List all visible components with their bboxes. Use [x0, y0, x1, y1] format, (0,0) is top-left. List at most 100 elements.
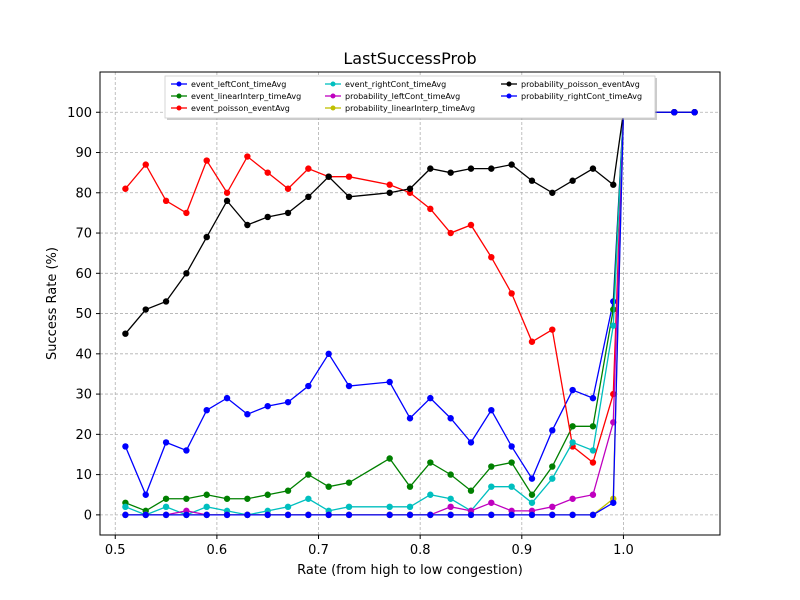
data-point: [386, 455, 393, 462]
data-point: [488, 463, 495, 470]
data-point: [569, 495, 576, 502]
data-point: [589, 447, 597, 454]
legend-marker: [176, 93, 182, 99]
series-layer: [122, 109, 698, 519]
data-point: [488, 165, 495, 172]
data-point: [244, 411, 251, 418]
data-point: [508, 459, 515, 466]
data-point: [223, 394, 231, 402]
data-point: [386, 181, 393, 188]
data-point: [589, 394, 597, 402]
data-point: [447, 503, 454, 511]
data-point: [244, 153, 251, 160]
y-tick-label: 90: [75, 146, 92, 161]
data-point: [162, 503, 170, 511]
legend-item: event_poisson_eventAvg: [171, 104, 290, 113]
x-tick-label: 0.8: [410, 543, 431, 558]
legend-item: probability_rightCont_timeAvg: [501, 92, 642, 101]
data-point: [305, 193, 312, 201]
data-point: [549, 427, 556, 434]
data-point: [447, 511, 454, 519]
data-point: [610, 499, 617, 506]
y-tick-label: 70: [75, 227, 92, 242]
data-point: [244, 221, 251, 229]
legend-item: event_leftCont_timeAvg: [171, 80, 286, 89]
legend: event_leftCont_timeAvg event_linearInterp…: [164, 75, 657, 120]
data-point: [467, 439, 475, 446]
data-point: [244, 495, 251, 502]
series-probability_rightCont_timeAvg: [122, 109, 698, 519]
data-point: [406, 185, 414, 192]
data-point: [447, 415, 454, 422]
plot-frame: [99, 71, 721, 536]
data-point: [508, 161, 515, 168]
data-point: [183, 270, 190, 277]
data-point: [488, 511, 495, 519]
data-point: [610, 322, 617, 329]
data-point: [345, 193, 353, 201]
data-point: [528, 177, 536, 184]
y-axis-label: Success Rate (%): [45, 247, 60, 360]
legend-item: probability_linearInterp_timeAvg: [325, 104, 475, 113]
data-point: [223, 511, 231, 519]
data-point: [467, 165, 475, 172]
data-point: [386, 503, 393, 511]
data-point: [589, 491, 597, 498]
data-point: [569, 511, 576, 519]
y-tick-label: 100: [67, 106, 92, 121]
data-point: [508, 443, 515, 450]
data-point: [183, 495, 190, 502]
legend-label: probability_leftCont_timeAvg: [345, 92, 460, 101]
data-point: [447, 169, 454, 176]
data-point: [122, 443, 129, 450]
legend-marker: [330, 93, 336, 99]
data-point: [528, 475, 536, 482]
data-point: [569, 177, 576, 184]
series-event_linearInterp_timeAvg: [122, 109, 698, 515]
data-point: [427, 394, 434, 402]
data-point: [671, 109, 678, 116]
data-point: [325, 173, 332, 180]
data-point: [162, 511, 170, 519]
data-point: [325, 350, 332, 358]
data-point: [284, 511, 292, 519]
data-point: [447, 229, 454, 237]
data-point: [203, 511, 210, 519]
data-point: [691, 109, 698, 116]
legend-item: probability_poisson_eventAvg: [501, 80, 640, 89]
data-point: [528, 491, 536, 498]
data-point: [284, 185, 292, 192]
data-point: [549, 189, 556, 196]
data-point: [305, 471, 312, 478]
data-point: [264, 213, 271, 221]
data-point: [284, 398, 292, 406]
data-point: [427, 511, 434, 519]
data-point: [122, 511, 129, 519]
data-point: [549, 463, 556, 470]
data-point: [427, 459, 434, 466]
y-tick-label: 20: [75, 428, 92, 443]
data-point: [345, 173, 353, 180]
y-tick-label: 80: [75, 186, 92, 201]
x-tick-label: 0.9: [511, 543, 532, 558]
data-point: [406, 483, 414, 490]
data-point: [325, 511, 332, 519]
y-tick-label: 10: [75, 468, 92, 483]
data-point: [406, 511, 414, 519]
data-point: [264, 491, 271, 498]
data-point: [427, 491, 434, 498]
legend-label: probability_rightCont_timeAvg: [521, 92, 642, 101]
data-point: [183, 511, 190, 519]
data-point: [508, 511, 515, 519]
data-point: [549, 326, 556, 333]
data-point: [386, 189, 393, 196]
legend-marker: [506, 93, 512, 99]
data-point: [203, 406, 210, 414]
legend-label: probability_poisson_eventAvg: [521, 80, 640, 89]
data-point: [528, 499, 536, 506]
data-point: [467, 511, 475, 519]
data-point: [406, 415, 414, 422]
data-point: [162, 298, 170, 305]
data-point: [488, 406, 495, 414]
data-point: [325, 483, 332, 490]
